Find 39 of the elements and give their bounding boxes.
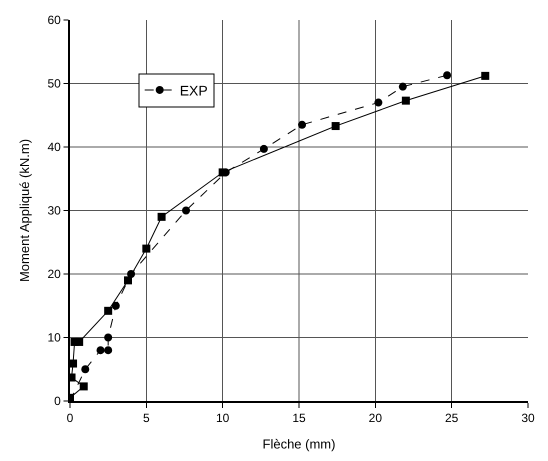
point [332, 122, 340, 130]
y-tick-label: 40 [47, 140, 62, 154]
x-tick-label: 25 [444, 411, 459, 426]
point [127, 270, 136, 278]
y-tick-label: 30 [47, 204, 62, 218]
point [260, 144, 268, 153]
point [70, 360, 78, 368]
y-tick-label: 60 [47, 13, 62, 28]
x-tick-label: 0 [66, 411, 74, 426]
point [182, 206, 190, 214]
y-tick-label: 20 [47, 267, 62, 282]
point [398, 82, 407, 91]
x-tick-label: 20 [368, 411, 382, 426]
x-tick-label: 30 [521, 411, 535, 426]
point [112, 302, 120, 310]
point [96, 346, 105, 354]
x-tick-label: 5 [142, 411, 150, 426]
point [75, 338, 84, 346]
point [443, 71, 452, 80]
x-axis-title: Flèche (mm) [262, 436, 336, 452]
point [81, 365, 90, 374]
y-tick-label: 50 [47, 76, 62, 91]
y-tick-label: 10 [47, 330, 62, 345]
y-tick-label: 0 [54, 394, 62, 408]
legend-label: EXP [180, 82, 208, 98]
point [142, 244, 150, 253]
x-tick-label: 10 [216, 411, 230, 426]
point [298, 120, 306, 129]
point [402, 96, 410, 105]
point [124, 276, 132, 284]
point [158, 212, 166, 221]
point [374, 98, 382, 107]
point [104, 306, 112, 315]
x-tick-label: 15 [292, 411, 306, 426]
point [80, 382, 88, 390]
point [481, 72, 490, 80]
point [104, 334, 112, 342]
y-axis-title: Moment Appliqué (kN.m) [16, 138, 32, 282]
point [104, 346, 112, 354]
